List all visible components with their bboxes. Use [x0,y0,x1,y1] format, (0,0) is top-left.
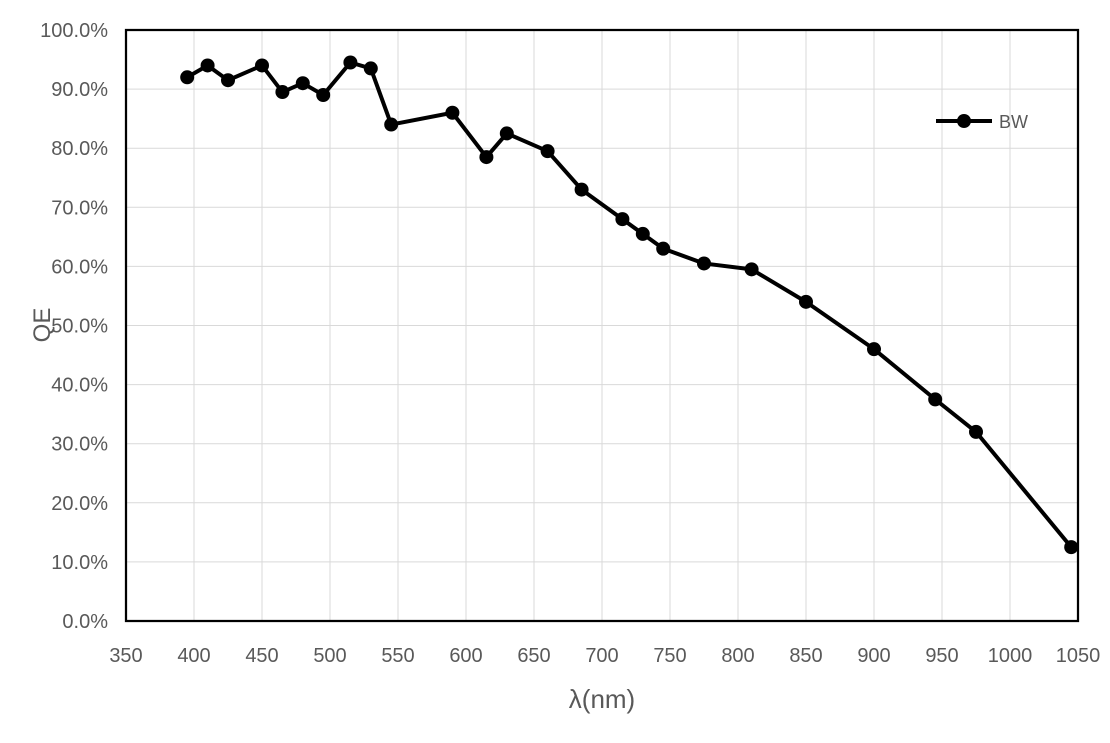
x-tick-label: 950 [925,645,958,667]
x-tick-label: 850 [789,645,822,667]
y-tick-label: 70.0% [51,197,108,219]
data-point-marker [384,117,399,132]
legend: BW [936,112,1028,132]
series-line-bw [185,60,1074,550]
chart-generated: 350 400 450 500 550 600 650 700 750 800 850 900 950 1… [40,20,1100,667]
data-point-marker [275,85,290,100]
data-point-marker [343,55,358,70]
data-point-marker [479,150,494,165]
data-point-marker [697,256,711,271]
data-point-marker [656,241,671,256]
y-tick-label: 20.0% [51,493,108,515]
data-point-marker [445,105,460,120]
x-tick-label: 500 [313,645,346,667]
x-tick-label: 750 [653,645,686,667]
data-point-marker [635,226,650,241]
x-tick-label: 900 [857,645,890,667]
x-tick-label: 350 [109,645,142,667]
data-point-marker [615,212,630,227]
y-tick-label: 60.0% [51,256,108,278]
x-axis-title: λ(nm) [569,684,635,714]
data-point-marker [799,294,813,309]
y-tick-label: 100.0% [40,20,108,42]
x-tick-label: 400 [177,645,210,667]
data-point-marker [867,342,881,357]
chart-overlay: BW λ(nm) QE [29,112,1028,714]
data-point-marker [221,73,235,88]
x-tick-label: 600 [449,645,482,667]
data-point-marker [200,58,215,73]
legend-label: BW [999,112,1028,132]
x-tick-label: 550 [381,645,414,667]
data-point-marker [928,392,943,407]
y-axis-title: QE [29,308,56,343]
x-tick-label: 450 [245,645,278,667]
data-point-marker [744,262,759,277]
x-tick-label: 700 [585,645,618,667]
data-point-marker [969,424,983,439]
x-tick-label: 650 [517,645,550,667]
x-tick-label: 1050 [1056,645,1101,667]
y-tick-label: 50.0% [51,316,108,338]
legend-marker-sample [957,114,971,128]
data-point-marker [499,126,514,141]
data-point-marker [255,58,269,73]
data-point-marker [295,76,310,91]
data-point-marker [574,182,589,197]
data-point-marker [316,88,331,103]
data-point-marker [363,61,378,76]
y-tick-label: 30.0% [51,434,108,456]
plot-border [124,28,1080,623]
x-tick-label: 800 [721,645,754,667]
y-tick-label: 40.0% [51,375,108,397]
y-tick-label: 80.0% [51,138,108,160]
data-point-marker [1064,540,1079,555]
data-point-marker [180,70,195,85]
y-tick-label: 10.0% [51,552,108,574]
y-tick-label: 0.0% [62,611,108,633]
data-point-marker [540,144,555,159]
x-tick-label: 1000 [988,645,1033,667]
y-tick-label: 90.0% [51,79,108,101]
